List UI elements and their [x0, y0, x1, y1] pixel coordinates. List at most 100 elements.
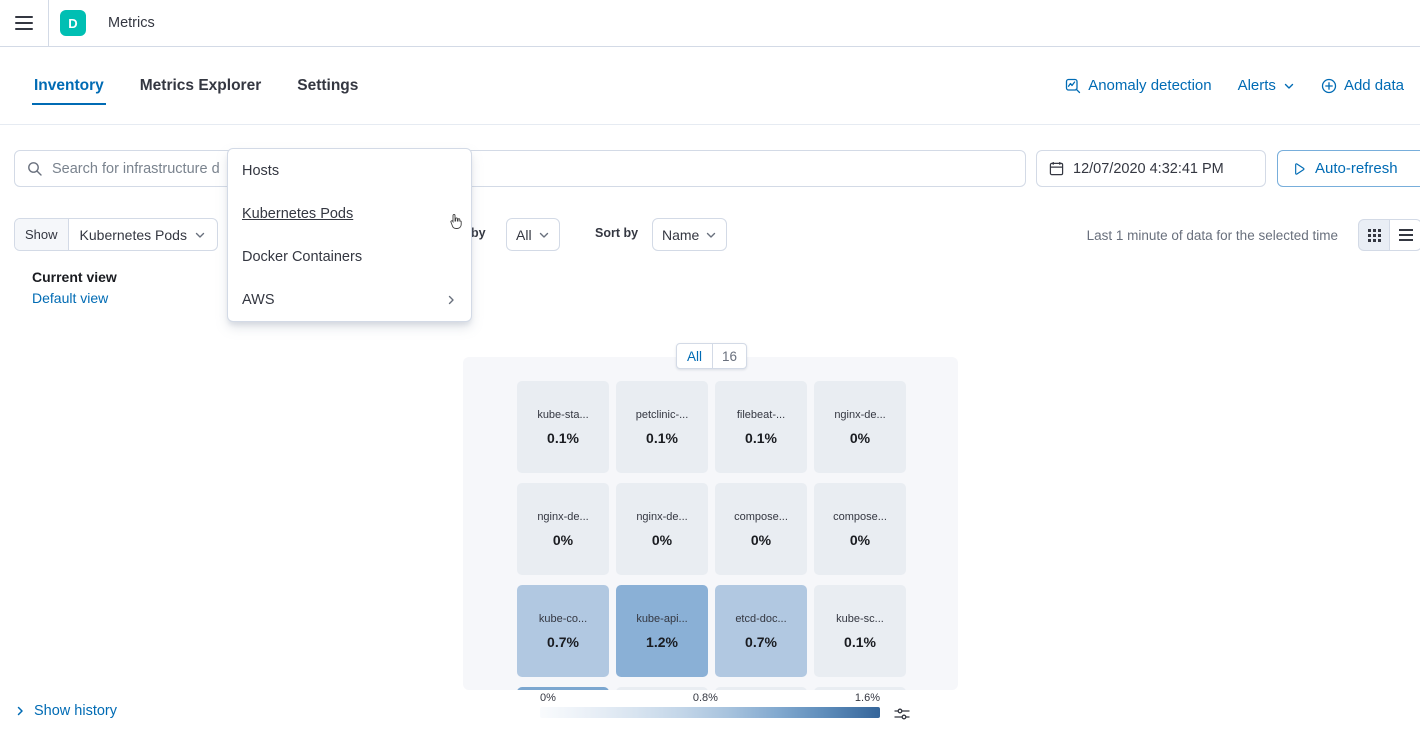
group-pill: All 16	[676, 343, 748, 369]
date-picker[interactable]: 12/07/2020 4:32:41 PM	[1036, 150, 1266, 187]
topbar-divider	[48, 0, 49, 46]
tab-metrics-explorer[interactable]: Metrics Explorer	[139, 76, 262, 94]
node-name: nginx-de...	[636, 510, 688, 523]
node-name: nginx-de...	[537, 510, 589, 523]
waffle-node-compose[interactable]: compose... 0%	[715, 483, 807, 575]
waffle-node-kube-co[interactable]: kube-co... 0.7%	[517, 585, 609, 677]
show-metric-control: Show Kubernetes Pods	[14, 218, 218, 251]
waffle-node-kube-api[interactable]: kube-api... 1.2%	[616, 585, 708, 677]
waffle-node-nginx-de[interactable]: nginx-de... 0%	[616, 483, 708, 575]
waffle-node-petclinic[interactable]: petclinic-... 0.1%	[616, 381, 708, 473]
hamburger-icon	[15, 16, 33, 30]
auto-refresh-button[interactable]: Auto-refresh	[1277, 150, 1420, 187]
menu-item-docker-containers[interactable]: Docker Containers	[228, 235, 471, 278]
sort-by-dropdown[interactable]: Name	[652, 218, 728, 251]
menu-item-hosts[interactable]: Hosts	[228, 149, 471, 192]
show-value-dropdown[interactable]: Kubernetes Pods	[69, 219, 217, 250]
hamburger-menu-button[interactable]	[0, 0, 48, 46]
waffle-node-compose[interactable]: compose... 0%	[814, 483, 906, 575]
node-name: nginx-de...	[834, 408, 886, 421]
node-value: 0%	[651, 531, 673, 548]
waffle-node-nginx-de[interactable]: nginx-de... 0%	[517, 483, 609, 575]
node-name: kube-sta...	[537, 408, 589, 421]
group-node-count: 16	[712, 344, 746, 368]
alerts-menu-button[interactable]: Alerts	[1238, 77, 1295, 94]
chevron-down-icon	[539, 232, 548, 238]
node-value: 0%	[750, 531, 772, 548]
node-name: etcd-doc...	[735, 612, 787, 625]
context-menu: Hosts Kubernetes Pods Docker Containers AWS	[227, 148, 472, 322]
add-data-button[interactable]: Add data	[1321, 77, 1404, 94]
waffle-node-nginx-de[interactable]: nginx-de... 0%	[814, 381, 906, 473]
node-name: filebeat-...	[736, 408, 786, 421]
node-value: 1.2%	[646, 633, 678, 650]
group-by-value: All	[516, 226, 532, 243]
space-avatar[interactable]: D	[60, 10, 86, 36]
waffle-node-kube-sc[interactable]: kube-sc... 0.1%	[814, 585, 906, 677]
tab-settings[interactable]: Settings	[297, 76, 359, 94]
waffle-map: kube-sta... 0.1% petclinic-... 0.1% filebeat…	[463, 357, 958, 690]
group-by-dropdown[interactable]: All	[506, 218, 560, 251]
table-view-icon	[1398, 229, 1413, 241]
node-name: kube-sc...	[836, 612, 884, 625]
group-name-button[interactable]: All	[687, 348, 703, 364]
tab-inventory[interactable]: Inventory	[32, 67, 106, 105]
chevron-down-icon	[195, 232, 205, 238]
chevron-down-icon	[1284, 83, 1294, 89]
legend-gradient-bar	[540, 707, 880, 718]
play-icon	[1295, 162, 1305, 175]
waffle-node-filebeat[interactable]: filebeat-... 0.1%	[715, 381, 807, 473]
time-range-note: Last 1 minute of data for the selected t…	[1086, 228, 1338, 243]
waffle-node-etcd-doc[interactable]: etcd-doc... 0.7%	[715, 585, 807, 677]
table-view-button[interactable]	[1390, 219, 1420, 251]
node-name: kube-co...	[538, 612, 588, 625]
anomaly-detection-label: Anomaly detection	[1088, 77, 1212, 94]
node-value: 0.1%	[844, 633, 876, 650]
nav-actions: Anomaly detection Alerts Add data	[1065, 77, 1404, 94]
calendar-icon	[1049, 161, 1064, 176]
search-icon	[28, 161, 42, 176]
search-input[interactable]	[52, 160, 1013, 177]
sort-by-label: Sort by	[595, 226, 639, 240]
current-view-heading: Current view	[32, 269, 117, 285]
legend-tick: 1.6%	[854, 692, 880, 704]
waffle-node[interactable]	[715, 687, 807, 690]
menu-item-kubernetes-pods[interactable]: Kubernetes Pods	[228, 192, 471, 235]
date-picker-value: 12/07/2020 4:32:41 PM	[1073, 160, 1224, 177]
waffle-node[interactable]	[814, 687, 906, 690]
chevron-down-icon	[707, 232, 716, 238]
add-data-label: Add data	[1343, 77, 1404, 94]
node-value: 0.1%	[646, 429, 678, 446]
sort-by-value: Name	[662, 226, 700, 243]
legend-settings-button[interactable]	[894, 706, 910, 722]
show-history-label: Show history	[34, 703, 118, 719]
node-value: 0.7%	[745, 633, 777, 650]
top-bar: D Metrics	[0, 0, 1420, 47]
legend-ticks: 0% 0.8% 1.6%	[540, 692, 880, 704]
plus-circle-icon	[1321, 78, 1337, 93]
menu-item-label: Docker Containers	[242, 248, 363, 265]
view-switcher	[1358, 219, 1420, 251]
waffle-node-kube-sta[interactable]: kube-sta... 0.1%	[517, 381, 609, 473]
node-value: 0.1%	[547, 429, 579, 446]
app-navbar: Inventory Metrics Explorer Settings Anomal…	[0, 47, 1420, 125]
legend-tick: 0.8%	[692, 692, 718, 704]
map-view-button[interactable]	[1358, 219, 1390, 251]
show-value: Kubernetes Pods	[79, 226, 187, 243]
waffle-node[interactable]	[517, 687, 609, 690]
menu-item-aws[interactable]: AWS	[228, 278, 471, 321]
node-name: compose...	[734, 510, 788, 523]
menu-item-label: Hosts	[242, 162, 280, 179]
node-value: 0.7%	[547, 633, 579, 650]
node-value: 0.1%	[745, 429, 777, 446]
waffle-node[interactable]	[616, 687, 708, 690]
chevron-right-icon	[17, 706, 23, 716]
menu-item-label: AWS	[242, 291, 275, 308]
breadcrumb: Metrics	[108, 15, 155, 31]
saved-view-link[interactable]: Default view	[32, 290, 109, 306]
node-value: 0%	[552, 531, 574, 548]
anomaly-detection-button[interactable]: Anomaly detection	[1065, 77, 1212, 94]
tabs: Inventory Metrics Explorer Settings	[32, 67, 360, 105]
show-history-link[interactable]: Show history	[14, 703, 117, 719]
node-value: 0%	[849, 429, 871, 446]
